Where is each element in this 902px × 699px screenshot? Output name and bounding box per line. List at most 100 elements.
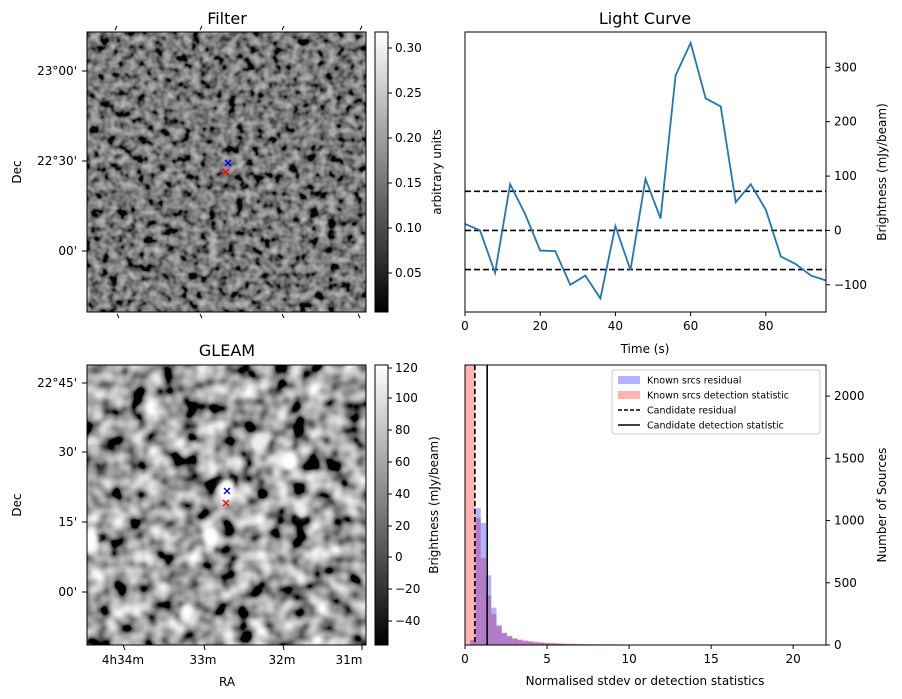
filter-y-axis: 23°00' 22°30' 00' Dec [10,64,87,258]
filter-cbar-tick: 0.25 [395,86,422,100]
gleam-cbar-tick: 20 [395,519,410,533]
histogram-x-label: Normalised stdev or detection statistics [526,674,765,688]
gleam-title: GLEAM [199,341,255,360]
histogram-bar [501,632,508,645]
x-tick-label: 20 [786,652,801,666]
gleam-colorbar: 120 100 80 60 40 20 0 −20 −40 Brightness… [374,361,441,646]
histogram-bar [512,638,518,645]
histogram-bar [507,636,513,645]
y-tick-label: 100 [834,169,857,183]
legend-label: Known srcs detection statistic [647,391,789,402]
gleam-cbar-label: Brightness (mJy/beam) [427,436,441,574]
gleam-cbar-tick: −20 [395,582,420,596]
filter-marker-red [222,168,230,176]
gleam-cbar-tick: 60 [395,455,410,469]
histogram-bar [470,365,476,645]
histogram-frame [464,364,827,646]
histogram-bar [528,641,534,645]
histogram-bar [507,635,513,645]
histogram-bar [559,643,565,645]
histogram-bar [491,613,497,645]
gleam-cbar-tick: −40 [395,614,420,628]
y-tick-label: 500 [834,576,857,590]
histogram-bar [564,643,571,645]
y-tick-label: −100 [834,278,867,292]
gleam-cbar-tick: 80 [395,423,410,437]
histogram-bar [496,626,502,645]
histogram-bar [533,642,539,645]
gleam-frame [86,364,367,646]
gleam-cbar-tick: 100 [395,391,418,405]
histogram-bar [549,643,555,645]
histogram-bar [491,607,497,645]
histogram-bar [538,642,544,645]
histogram-bar [512,638,518,645]
x-tick-label: 80 [758,319,773,333]
histogram-bar [486,595,492,645]
gleam-x-tick: 31m [336,653,363,667]
histogram-bar [554,643,560,645]
filter-y-label: Dec [10,160,24,183]
histogram-bar [496,625,502,645]
histogram-bar [538,643,544,645]
y-tick-label: 2000 [834,389,865,403]
legend-swatch [618,376,640,384]
histogram-bar [543,643,550,645]
gleam-x-tick: 33m [190,653,217,667]
legend-label: Candidate detection statistic [647,421,784,432]
gleam-marker-blue [223,487,231,495]
legend-label: Candidate residual [647,406,736,417]
histogram-bar [501,633,508,645]
histogram-bar [543,642,550,645]
filter-marker-blue [224,159,232,167]
histogram-bar [549,642,555,645]
gleam-image [87,365,366,645]
gleam-y-tick: 22°45' [37,376,77,390]
filter-y-tick: 00' [58,244,77,258]
filter-cbar-tick: 0.15 [395,176,422,190]
histogram-bar [475,508,481,645]
light-curve-frame [464,31,827,313]
filter-edge-ticks [114,25,363,319]
filter-y-tick: 23°00' [37,64,77,78]
filter-panel: Filter 23°00' 22°30' 00' Dec [10,9,444,319]
histogram-bar [533,641,539,645]
histogram-bar [570,643,576,645]
histogram-bar [470,640,476,645]
histogram-bar [517,640,523,645]
gleam-x-tick: 4h34m [102,653,144,667]
filter-y-tick: 22°30' [37,154,77,168]
x-tick-label: 60 [683,319,698,333]
histogram-bar [554,643,560,645]
filter-cbar-tick: 0.05 [395,266,422,280]
histogram-bar [522,640,529,645]
x-tick-label: 15 [703,652,718,666]
histogram-bar [465,365,471,645]
histogram-bar [480,557,487,645]
filter-cbar-tick: 0.20 [395,131,422,145]
gleam-panel: GLEAM 22°45' 30' 15' 00' [10,341,441,689]
histogram-bar [517,639,523,645]
histogram-bar [480,523,487,645]
legend-label: Known srcs residual [647,376,741,387]
x-tick-label: 10 [621,652,636,666]
gleam-cbar-tick: 120 [395,361,418,375]
light-curve-title: Light Curve [599,9,691,28]
light-curve-series [464,40,827,301]
gleam-y-tick: 30' [58,445,77,459]
filter-colorbar: 0.30 0.25 0.20 0.15 0.10 0.05 arbitrary … [374,31,444,313]
gleam-x-label: RA [219,675,236,689]
gleam-x-axis: 4h34m 33m 32m 31m RA [102,644,363,689]
legend-box [611,369,821,435]
gleam-cbar-tick: 40 [395,487,410,501]
filter-frame [86,31,367,313]
histogram-bar [486,575,492,645]
gleam-marker-red [222,499,230,507]
x-tick-label: 0 [461,652,469,666]
filter-title: Filter [207,9,247,28]
x-tick-label: 0 [461,319,469,333]
gleam-y-label: Dec [10,493,24,516]
histogram-bar [528,641,534,645]
legend-swatch [618,391,640,399]
